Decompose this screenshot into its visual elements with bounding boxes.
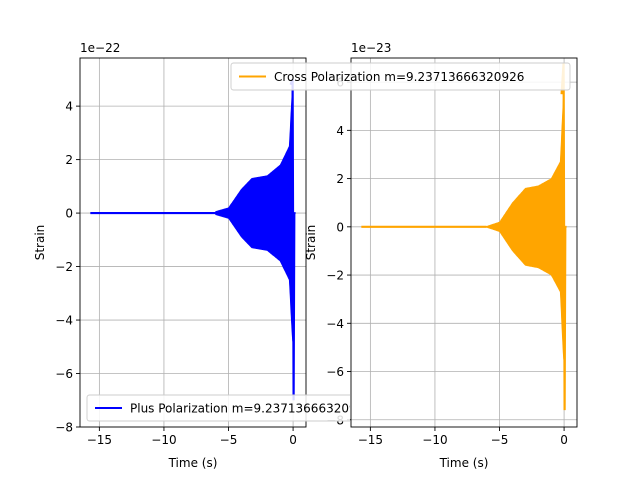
x-tick-label: −5	[220, 433, 238, 447]
axes-frame	[79, 57, 307, 428]
series-fill-1	[486, 94, 564, 360]
x-tick-label: −15	[87, 433, 112, 447]
x-tick-label: −15	[358, 433, 383, 447]
y-tick-label: −8	[55, 421, 73, 435]
axes-frame	[350, 57, 578, 428]
legend-box	[86, 394, 350, 422]
legend-right: Cross Polarization m=9.23713666320926	[230, 62, 571, 91]
legend-box	[230, 62, 571, 91]
x-axis-label: Time (s)	[168, 456, 218, 470]
y-axis-label: Strain	[33, 225, 47, 261]
y-axis-label: Strain	[304, 225, 318, 261]
x-tick-label: −10	[422, 433, 447, 447]
legend-label: Plus Polarization m=9.23713666320926	[130, 402, 372, 416]
y-tick-label: −6	[55, 367, 73, 381]
y-tick-label: −6	[326, 365, 344, 379]
y-tick-label: 4	[65, 100, 73, 114]
x-tick-label: 0	[289, 433, 297, 447]
y-offset-text: 1e−23	[351, 41, 391, 55]
x-tick-label: −10	[151, 433, 176, 447]
y-tick-label: −2	[326, 269, 344, 283]
legend-left-wrapper: Plus Polarization m=9.23713666320926	[86, 394, 372, 422]
x-tick-label: −5	[491, 433, 509, 447]
y-offset-text: 1e−22	[80, 41, 120, 55]
legend-label: Cross Polarization m=9.23713666320926	[274, 70, 524, 84]
y-tick-label: 4	[336, 124, 344, 138]
y-tick-label: 2	[336, 172, 344, 186]
x-tick-label: 0	[560, 433, 568, 447]
y-tick-label: 0	[65, 207, 73, 221]
series-fill-1	[215, 84, 293, 342]
x-axis-label: Time (s)	[439, 456, 489, 470]
y-tick-label: 0	[336, 220, 344, 234]
y-tick-label: −4	[55, 314, 73, 328]
y-tick-label: −4	[326, 317, 344, 331]
y-tick-label: −2	[55, 260, 73, 274]
y-tick-label: 2	[65, 153, 73, 167]
